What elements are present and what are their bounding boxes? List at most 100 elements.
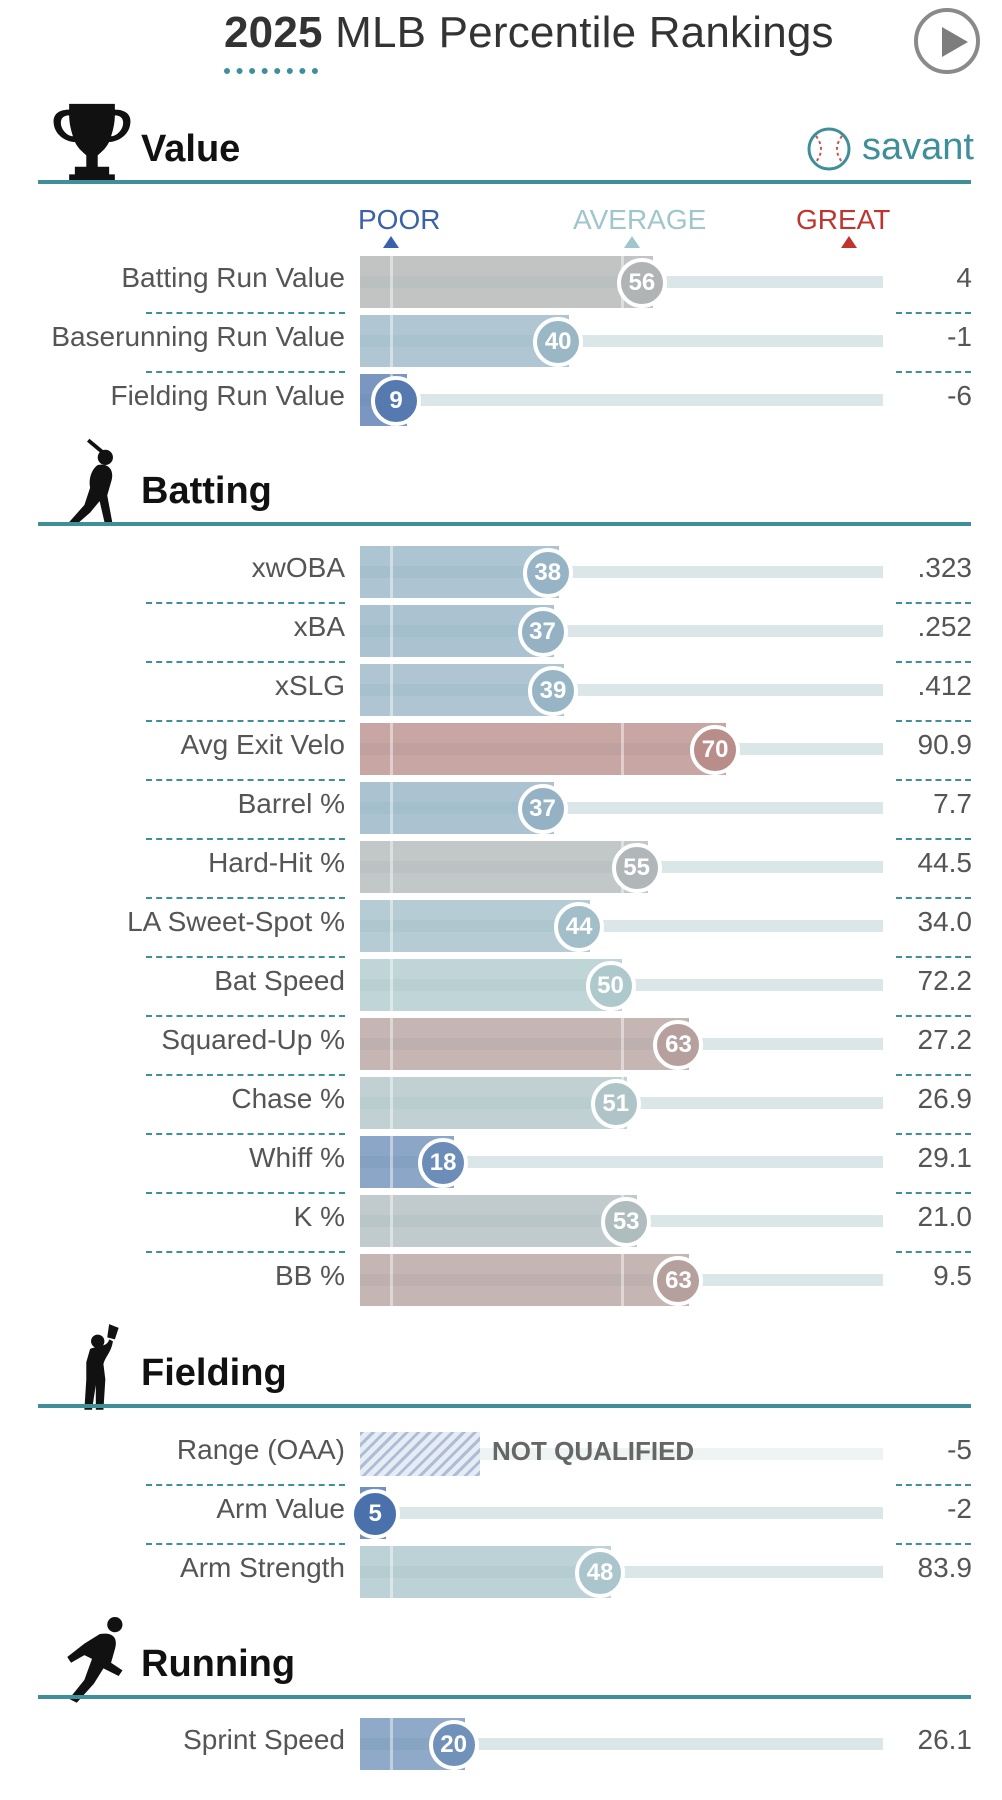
reference-tick xyxy=(390,664,394,716)
metric-row-k[interactable]: K % 53 21.0 xyxy=(0,1195,1002,1253)
scale-poor-arrow xyxy=(383,236,399,248)
reference-tick xyxy=(390,1136,394,1188)
scale-great-label: GREAT xyxy=(796,204,891,235)
metric-value: 44.5 xyxy=(917,847,973,878)
metric-row-la-sweet-spot[interactable]: LA Sweet-Spot % 44 34.0 xyxy=(0,900,1002,958)
metric-row-arm-strength[interactable]: Arm Strength 48 83.9 xyxy=(0,1546,1002,1598)
percentile-bubble: 48 xyxy=(575,1548,626,1598)
not-qualified-label: NOT QUALIFIED xyxy=(492,1436,695,1466)
play-icon[interactable] xyxy=(914,8,980,74)
metric-row-avg-exit-velo[interactable]: Avg Exit Velo 70 90.9 xyxy=(0,723,1002,781)
metric-name: Arm Strength xyxy=(180,1552,345,1583)
title-year: 2025 xyxy=(224,8,323,57)
row-divider-left xyxy=(146,661,345,663)
baseball-icon xyxy=(807,127,851,171)
section-fielding-title: Fielding xyxy=(141,1352,287,1394)
percentile-bar xyxy=(360,605,554,657)
metric-value: 27.2 xyxy=(917,1024,973,1055)
metric-name: Chase % xyxy=(231,1083,345,1114)
percentile-bar xyxy=(360,959,622,1011)
row-divider-left xyxy=(146,1543,345,1545)
section-fielding-header: Fielding xyxy=(0,1312,1002,1412)
row-divider-left xyxy=(146,779,345,781)
row-divider-right xyxy=(896,602,971,604)
header: 2025 MLB Percentile Rankings xyxy=(0,0,1002,90)
percentile-bar xyxy=(360,841,648,893)
metric-value: 34.0 xyxy=(917,906,973,937)
reference-tick xyxy=(390,605,394,657)
reference-tick xyxy=(390,782,394,834)
metric-row-range-oaa[interactable]: Range (OAA) NOT QUALIFIED -5 xyxy=(0,1428,1002,1486)
percentile-bubble: 63 xyxy=(653,1256,704,1306)
scale-poor-label: POOR xyxy=(358,204,441,235)
row-divider-right xyxy=(896,779,971,781)
metric-row-chase[interactable]: Chase % 51 26.9 xyxy=(0,1077,1002,1135)
percentile-bubble: 18 xyxy=(418,1138,469,1188)
metric-name: Hard-Hit % xyxy=(208,847,345,878)
percentile-bar xyxy=(360,900,591,952)
percentile-bubble: 39 xyxy=(527,666,578,716)
metric-row-baserunning-run-value[interactable]: Baserunning Run Value 40 -1 xyxy=(0,315,1002,373)
percentile-bar xyxy=(360,1546,612,1598)
metric-value: 26.1 xyxy=(917,1724,973,1755)
batter-icon xyxy=(52,436,132,532)
percentile-bar xyxy=(360,1077,627,1129)
row-divider-left xyxy=(146,312,345,314)
metric-row-hard-hit[interactable]: Hard-Hit % 55 44.5 xyxy=(0,841,1002,899)
percentile-bubble: 44 xyxy=(554,902,605,952)
section-batting-title: Batting xyxy=(141,470,272,512)
reference-tick xyxy=(390,900,394,952)
metric-row-squared-up[interactable]: Squared-Up % 63 27.2 xyxy=(0,1018,1002,1076)
metric-row-bb[interactable]: BB % 63 9.5 xyxy=(0,1254,1002,1306)
metric-track xyxy=(360,394,883,406)
percentile-bar xyxy=(360,1254,690,1306)
row-divider-right xyxy=(896,838,971,840)
reference-tick xyxy=(390,546,394,598)
metric-value: -5 xyxy=(947,1434,972,1465)
trophy-icon xyxy=(52,94,132,190)
row-divider-right xyxy=(896,661,971,663)
section-running-title: Running xyxy=(141,1643,296,1685)
percentile-bubble: 9 xyxy=(371,376,422,426)
metric-row-arm-value[interactable]: Arm Value 5 -2 xyxy=(0,1487,1002,1545)
percentile-bubble: 63 xyxy=(653,1020,704,1070)
metric-value: 7.7 xyxy=(933,788,972,819)
metric-row-barrel[interactable]: Barrel % 37 7.7 xyxy=(0,782,1002,840)
section-batting-header: Batting xyxy=(0,430,1002,530)
metric-name: xBA xyxy=(293,611,345,642)
percentile-bubble: 5 xyxy=(350,1489,401,1539)
row-divider-right xyxy=(896,371,971,373)
percentile-bar xyxy=(360,1195,638,1247)
row-divider-right xyxy=(896,720,971,722)
metric-value: 83.9 xyxy=(917,1552,973,1583)
title-text: MLB Percentile Rankings xyxy=(335,8,834,57)
metric-name: Avg Exit Velo xyxy=(180,729,345,760)
metric-name: Arm Value xyxy=(216,1493,345,1524)
metric-row-batting-run-value[interactable]: Batting Run Value 56 4 xyxy=(0,256,1002,314)
metric-value: .412 xyxy=(917,670,973,701)
metric-row-whiff[interactable]: Whiff % 18 29.1 xyxy=(0,1136,1002,1194)
metric-row-xslg[interactable]: xSLG 39 .412 xyxy=(0,664,1002,722)
metric-track xyxy=(360,1738,883,1750)
metric-row-bat-speed[interactable]: Bat Speed 50 72.2 xyxy=(0,959,1002,1017)
row-divider-left xyxy=(146,602,345,604)
metric-name: Whiff % xyxy=(249,1142,345,1173)
metric-row-sprint-speed[interactable]: Sprint Speed 20 26.1 xyxy=(0,1718,1002,1770)
metric-name: Bat Speed xyxy=(214,965,345,996)
metric-row-fielding-run-value[interactable]: Fielding Run Value 9 -6 xyxy=(0,374,1002,426)
scale-average-arrow xyxy=(624,236,640,248)
row-divider-left xyxy=(146,1192,345,1194)
metric-value: 9.5 xyxy=(933,1260,972,1291)
metric-track xyxy=(360,1507,883,1519)
percentile-bubble: 55 xyxy=(611,843,662,893)
metric-row-xwoba[interactable]: xwOBA 38 .323 xyxy=(0,546,1002,604)
metric-name: xwOBA xyxy=(251,552,345,583)
metric-row-xba[interactable]: xBA 37 .252 xyxy=(0,605,1002,663)
section-value-title: Value xyxy=(141,128,241,170)
reference-tick xyxy=(390,1018,394,1070)
metric-value: 4 xyxy=(956,262,972,293)
percentile-bubble: 20 xyxy=(428,1720,479,1770)
reference-tick xyxy=(390,1195,394,1247)
reference-tick xyxy=(620,1254,624,1306)
metric-value: 90.9 xyxy=(917,729,973,760)
